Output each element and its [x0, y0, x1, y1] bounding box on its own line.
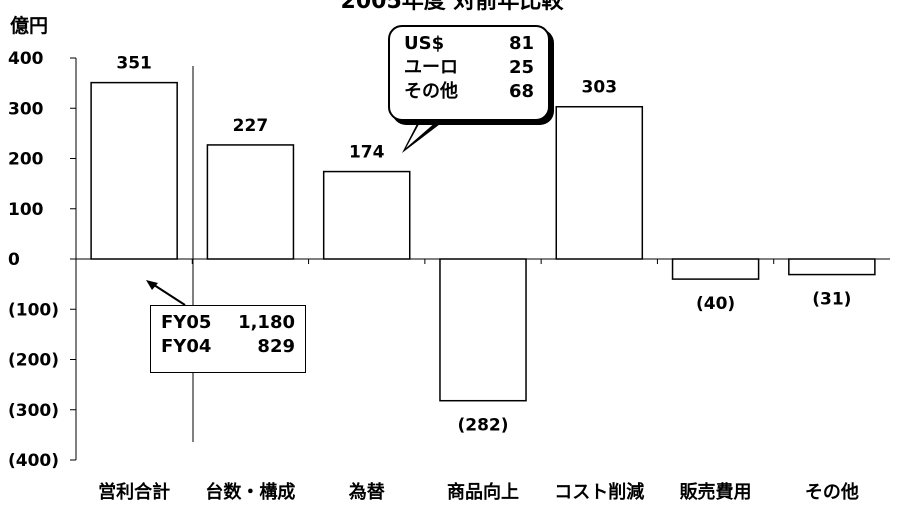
- x-tick-label: コスト削減: [554, 481, 644, 503]
- fy04-label: FY04: [161, 336, 212, 357]
- y-tick-label: (200): [8, 351, 59, 371]
- bar: [555, 105, 644, 260]
- x-tick-label: その他: [805, 481, 859, 503]
- fx-row-usd: US$ 81: [404, 32, 534, 56]
- y-tick-label: 300: [8, 99, 44, 119]
- fx-value-usd: 81: [508, 33, 534, 54]
- fx-value-euro: 25: [508, 57, 534, 78]
- data-label: 227: [233, 116, 269, 136]
- fy-callout-arrow: [146, 280, 186, 306]
- data-label: (40): [696, 294, 735, 314]
- fy04-row: FY04 829: [161, 335, 295, 359]
- fx-currency-euro: ユーロ: [404, 57, 458, 78]
- fy04-value: 829: [257, 336, 295, 357]
- fx-breakdown-callout: US$ 81 ユーロ 25 その他 68: [388, 25, 550, 121]
- data-label: 303: [582, 78, 618, 98]
- y-tick-label: (400): [8, 451, 59, 471]
- data-label: 174: [349, 143, 385, 163]
- bar: [671, 258, 760, 280]
- bar: [788, 258, 876, 276]
- y-tick-label: 400: [8, 49, 44, 69]
- fy-comparison-box: FY05 1,180 FY04 829: [150, 305, 306, 373]
- fy05-label: FY05: [161, 312, 212, 333]
- bar: [90, 81, 178, 260]
- data-label: (282): [457, 416, 508, 436]
- fx-row-euro: ユーロ 25: [404, 56, 534, 80]
- y-tick-label: (300): [8, 401, 59, 421]
- chart-title: 2005年度 対前年比較: [341, 0, 565, 14]
- bar: [206, 144, 295, 260]
- data-label: (31): [812, 290, 851, 310]
- y-tick-label: 0: [8, 250, 20, 270]
- x-tick-label: 販売費用: [680, 481, 752, 503]
- x-axis-labels: 営利合計 台数・構成 為替 商品向上 コスト削減 販売費用 その他: [98, 481, 859, 503]
- data-label: 351: [116, 54, 152, 74]
- fy05-row: FY05 1,180: [161, 311, 295, 335]
- x-tick-label: 商品向上: [447, 481, 519, 503]
- x-tick-label: 為替: [349, 481, 386, 503]
- fx-value-other: 68: [508, 81, 534, 102]
- y-tick-label: 100: [8, 200, 44, 220]
- bars: 351 227 174 (282) 303 (40) (31): [90, 54, 876, 436]
- fx-row-other: その他 68: [404, 80, 534, 104]
- y-tick-label: 200: [8, 150, 44, 170]
- fx-currency-other: その他: [404, 81, 458, 102]
- x-tick-label: 営利合計: [98, 481, 170, 503]
- y-tick-label: (100): [8, 300, 59, 320]
- fx-callout-tail: [402, 115, 448, 153]
- bar: [439, 258, 527, 402]
- bar: [322, 170, 411, 260]
- fy05-value: 1,180: [238, 312, 295, 333]
- fx-currency-usd: US$: [404, 33, 445, 54]
- x-tick-label: 台数・構成: [205, 481, 295, 503]
- y-axis-unit-label: 億円: [10, 14, 48, 37]
